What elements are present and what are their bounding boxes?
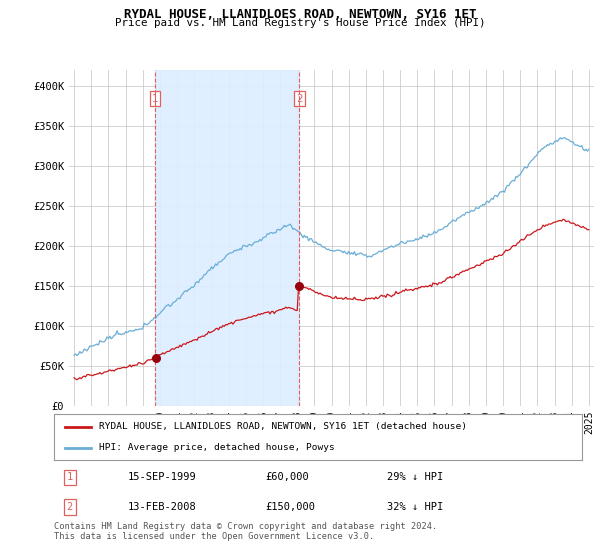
Text: 2: 2 [296, 94, 302, 104]
Text: Contains HM Land Registry data © Crown copyright and database right 2024.
This d: Contains HM Land Registry data © Crown c… [54, 522, 437, 542]
Text: HPI: Average price, detached house, Powys: HPI: Average price, detached house, Powy… [99, 444, 335, 452]
Text: 1: 1 [67, 473, 73, 482]
Text: 32% ↓ HPI: 32% ↓ HPI [386, 502, 443, 512]
Text: £150,000: £150,000 [265, 502, 315, 512]
Text: 15-SEP-1999: 15-SEP-1999 [128, 473, 197, 482]
Text: RYDAL HOUSE, LLANIDLOES ROAD, NEWTOWN, SY16 1ET: RYDAL HOUSE, LLANIDLOES ROAD, NEWTOWN, S… [124, 8, 476, 21]
Text: 29% ↓ HPI: 29% ↓ HPI [386, 473, 443, 482]
Text: Price paid vs. HM Land Registry's House Price Index (HPI): Price paid vs. HM Land Registry's House … [115, 18, 485, 29]
Text: RYDAL HOUSE, LLANIDLOES ROAD, NEWTOWN, SY16 1ET (detached house): RYDAL HOUSE, LLANIDLOES ROAD, NEWTOWN, S… [99, 422, 467, 431]
Bar [155, 70, 299, 406]
Text: 2: 2 [67, 502, 73, 512]
Text: 13-FEB-2008: 13-FEB-2008 [128, 502, 197, 512]
Text: £60,000: £60,000 [265, 473, 309, 482]
Text: 1: 1 [152, 94, 158, 104]
